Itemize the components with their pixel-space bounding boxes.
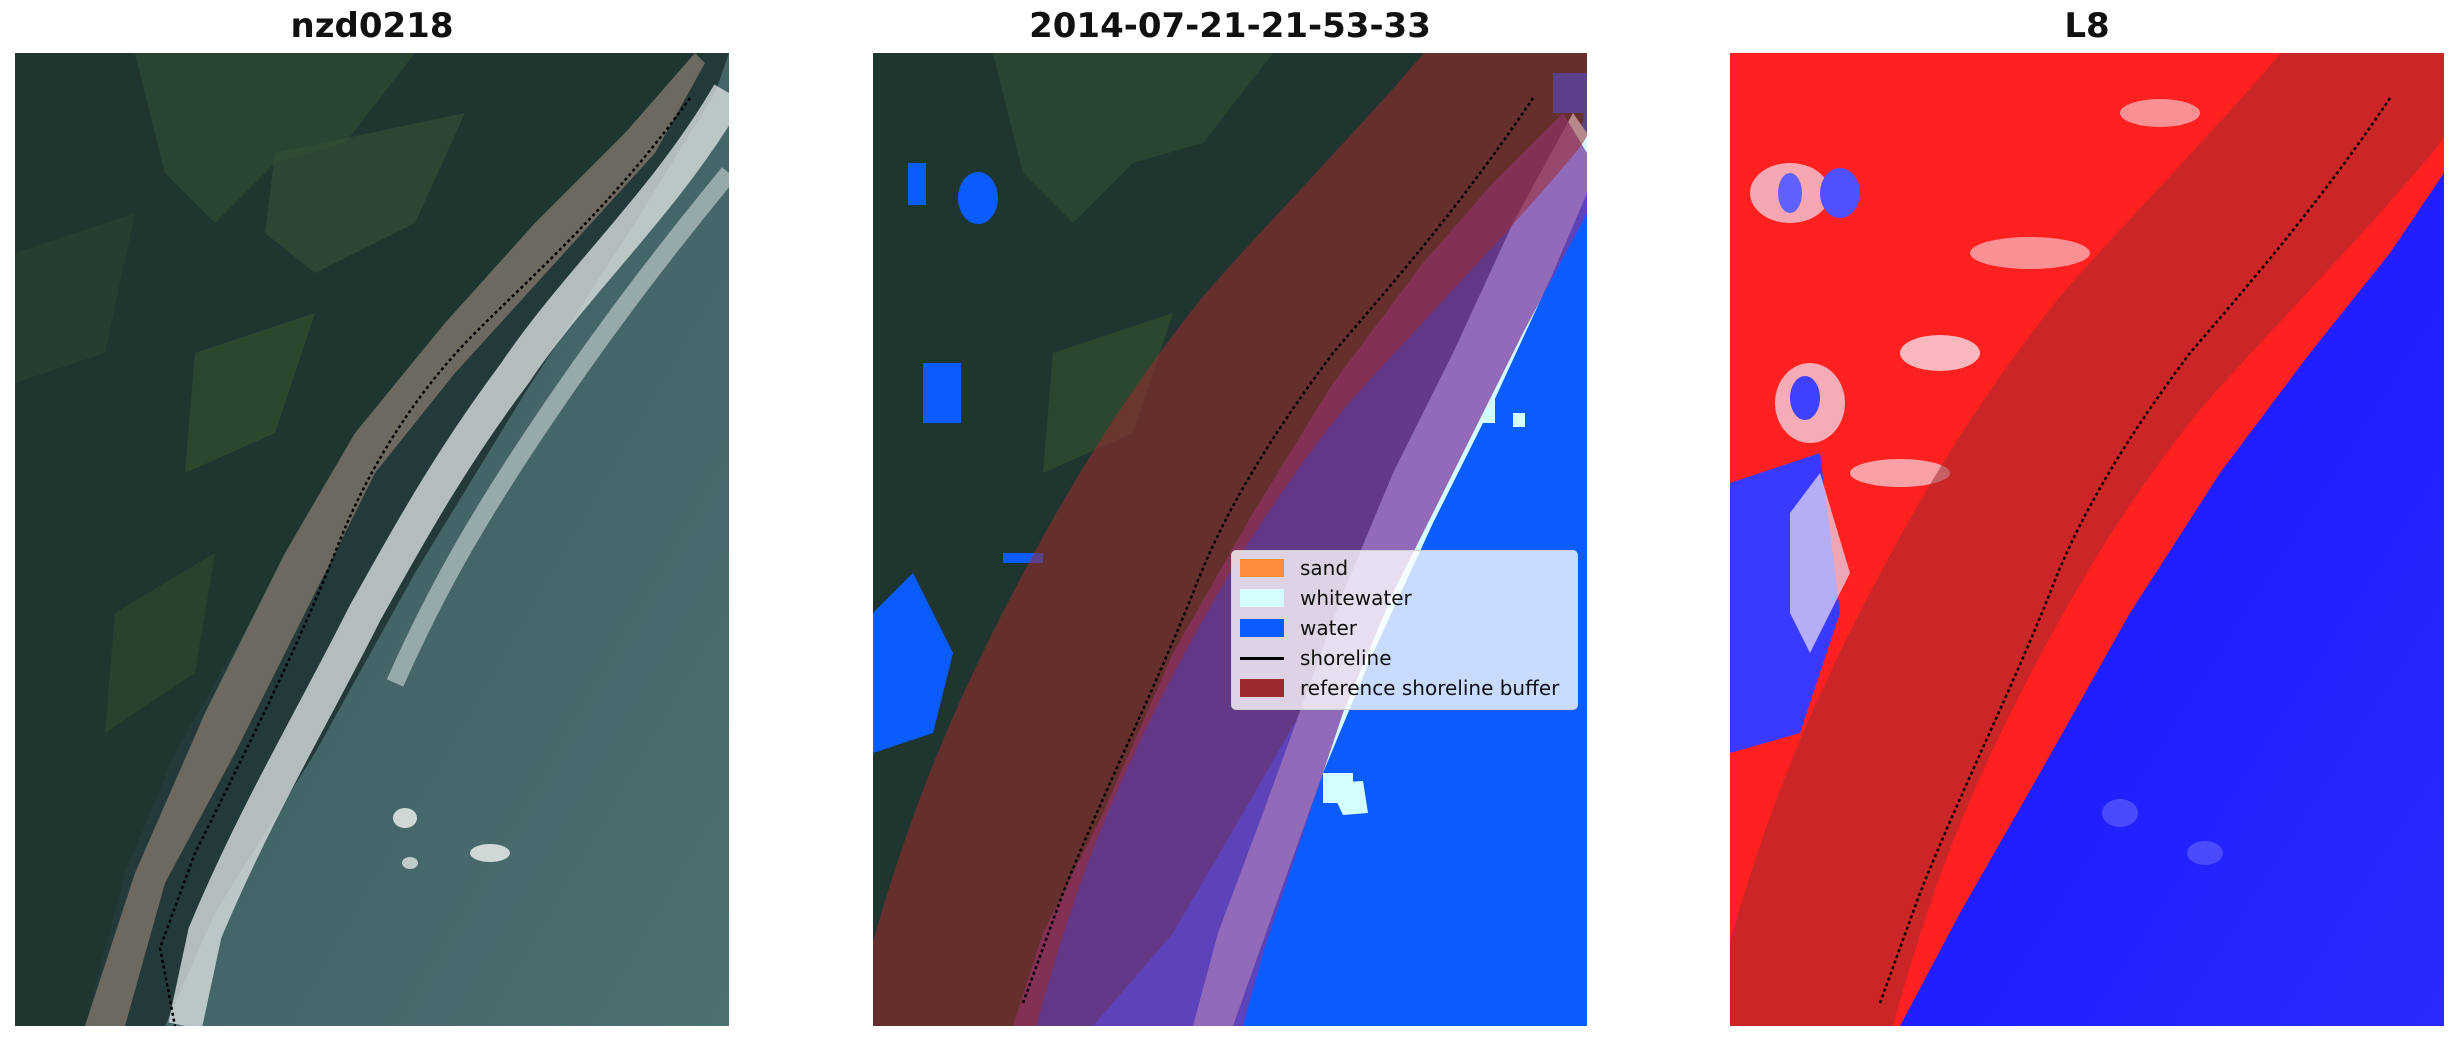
legend-item-water: water: [1240, 615, 1357, 641]
legend-label: reference shoreline buffer: [1300, 676, 1560, 700]
legend-item-shoreline: shoreline: [1240, 645, 1392, 671]
legend-label: whitewater: [1300, 586, 1412, 610]
legend-item-whitewater: whitewater: [1240, 585, 1412, 611]
legend-swatch-sand: [1240, 559, 1284, 577]
legend-swatch-shoreline: [1240, 656, 1284, 660]
legend: sand whitewater water shoreline referenc…: [1231, 550, 1578, 710]
index-image: [1730, 53, 2444, 1026]
panel-title-rgb: nzd0218: [290, 6, 454, 46]
legend-item-buffer: reference shoreline buffer: [1240, 675, 1559, 701]
rgb-image: [15, 53, 729, 1026]
panel-title-classified: 2014-07-21-21-53-33: [1029, 6, 1431, 46]
classified-image-panel: [873, 53, 1587, 1026]
legend-label: shoreline: [1300, 646, 1392, 670]
legend-item-sand: sand: [1240, 555, 1348, 581]
legend-swatch-water: [1240, 619, 1284, 637]
legend-swatch-whitewater: [1240, 589, 1284, 607]
legend-label: sand: [1300, 556, 1349, 580]
rgb-image-panel: [15, 53, 729, 1026]
panel-title-index: L8: [2064, 6, 2110, 46]
legend-swatch-buffer: [1240, 679, 1284, 697]
classified-image: [873, 53, 1587, 1026]
legend-label: water: [1300, 616, 1357, 640]
index-image-panel: [1730, 53, 2444, 1026]
